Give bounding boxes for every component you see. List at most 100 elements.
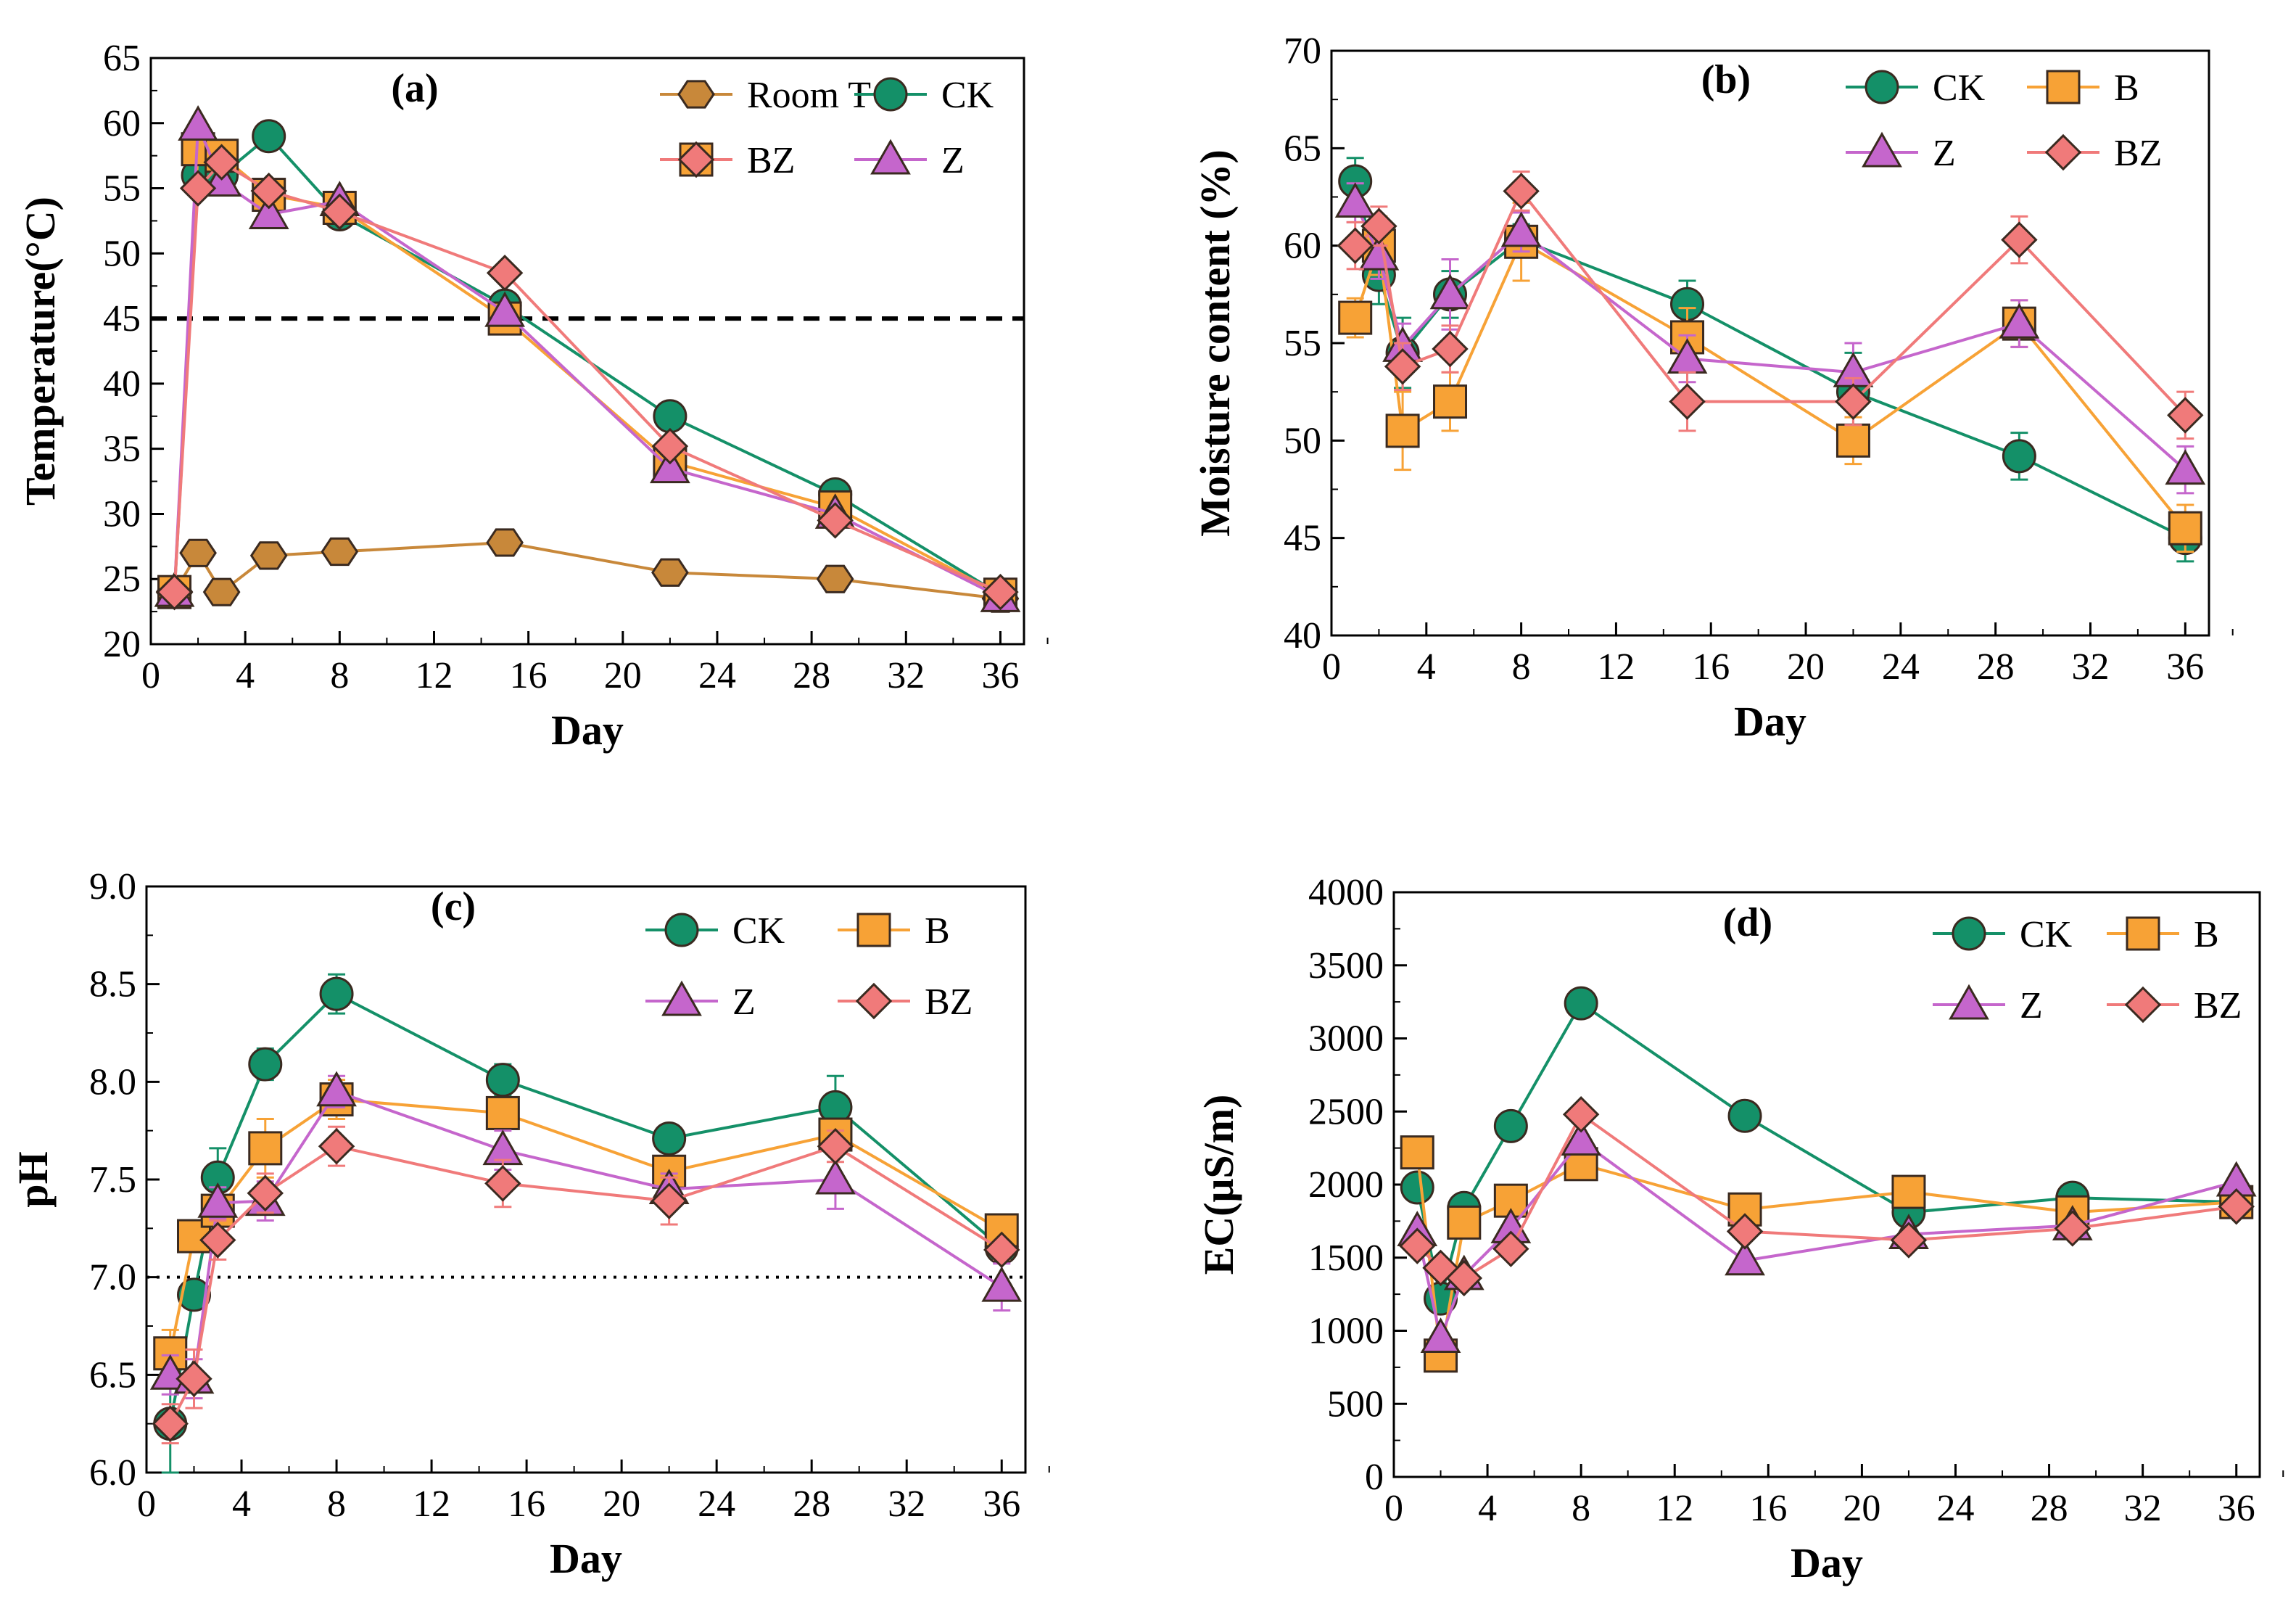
x-tick-label: 0	[1322, 646, 1341, 688]
x-axis-title: Day	[1734, 698, 1806, 745]
data-point	[318, 1127, 355, 1165]
legend-label: CK	[1933, 67, 1986, 109]
data-point	[249, 541, 288, 570]
x-tick-label: 8	[330, 655, 349, 696]
data-point	[485, 1063, 520, 1098]
data-point	[1503, 173, 1540, 210]
x-tick-label: 20	[1843, 1488, 1880, 1529]
data-point	[1500, 211, 1542, 247]
legend-marker	[870, 139, 911, 175]
data-point	[1669, 383, 1706, 420]
x-tick-label: 28	[2031, 1488, 2068, 1529]
data-point	[817, 1127, 854, 1165]
legend: CK BZ BZ	[1933, 914, 2242, 1026]
legend-marker	[677, 80, 715, 109]
panel-label: (a)	[391, 66, 438, 111]
legend-entry: Room T	[660, 75, 871, 116]
data-point	[1447, 1205, 1482, 1240]
y-tick-label: 40	[103, 363, 141, 405]
data-point	[248, 1047, 283, 1082]
legend-entry: B	[838, 910, 950, 952]
panel-c: 0 4 8 12 16 20 24 28 32 36 6.0 6.5 7.0 7.5 8.0 8.5 9.0 Da…	[9, 866, 1050, 1582]
y-tick-label: 65	[1284, 128, 1321, 169]
data-point	[197, 1182, 239, 1218]
legend-entry: Z	[1846, 131, 1956, 174]
data-point	[651, 1182, 687, 1219]
series-line	[168, 1098, 1003, 1354]
data-point	[178, 105, 218, 141]
legend-label: B	[925, 910, 950, 952]
x-axis-title: Day	[551, 707, 624, 754]
data-point	[485, 1095, 520, 1130]
y-tick-label: 35	[103, 429, 141, 470]
legend-label: CK	[732, 910, 785, 952]
panel-label: (b)	[1701, 57, 1751, 102]
x-tick-label: 8	[327, 1483, 346, 1525]
x-tick-label: 0	[137, 1483, 156, 1525]
legend-marker	[1949, 984, 1989, 1020]
x-axis-title: Day	[550, 1535, 622, 1582]
legend-entry: BZ	[660, 140, 795, 181]
x-tick-label: 20	[604, 655, 642, 696]
y-tick-label: 50	[103, 233, 141, 274]
data-point	[1338, 300, 1373, 335]
data-point	[248, 194, 289, 229]
x-tick-label: 24	[698, 655, 736, 696]
data-point	[484, 291, 525, 327]
y-tick-label: 45	[1284, 518, 1321, 559]
data-point	[319, 976, 354, 1011]
y-tick-label: 1000	[1308, 1311, 1384, 1352]
x-tick-label: 20	[1787, 646, 1825, 688]
data-point	[1429, 273, 1471, 310]
y-tick-label: 55	[103, 168, 141, 210]
data-point	[1358, 234, 1400, 271]
data-point	[179, 170, 217, 207]
x-tick-label: 0	[1384, 1488, 1403, 1529]
legend-marker	[2124, 986, 2162, 1024]
data-point	[1835, 423, 1870, 458]
data-point	[203, 144, 240, 181]
data-point	[250, 172, 287, 210]
series-z	[1334, 182, 2206, 495]
data-point	[1334, 182, 1376, 218]
legend-label: Z	[941, 140, 965, 181]
series-line	[170, 1090, 1003, 1381]
data-point	[1433, 384, 1468, 419]
series-bz	[1399, 1096, 2255, 1297]
legend-label: BZ	[925, 981, 973, 1023]
data-point	[981, 1266, 1023, 1302]
x-tick-label: 36	[981, 655, 1019, 696]
series-line	[173, 133, 1002, 596]
y-tick-label: 70	[1284, 30, 1321, 72]
x-tick-label: 24	[698, 1483, 735, 1525]
data-point	[175, 1360, 212, 1397]
data-point	[1492, 1230, 1529, 1267]
data-point	[248, 1131, 283, 1166]
data-point	[1360, 207, 1397, 245]
data-point	[1561, 1120, 1602, 1156]
data-point	[179, 538, 217, 567]
legend-marker	[677, 141, 715, 178]
data-point	[2001, 221, 2038, 258]
x-tick-label: 28	[1977, 646, 2015, 688]
x-tick-label: 36	[983, 1483, 1020, 1525]
y-axis-title: Moisture content (%)	[1192, 149, 1239, 537]
data-point	[650, 448, 690, 484]
x-tick-label: 28	[793, 655, 830, 696]
legend-marker	[2126, 916, 2160, 951]
y-tick-label: 2500	[1308, 1091, 1384, 1132]
x-tick-label: 8	[1572, 1488, 1590, 1529]
y-tick-label: 20	[103, 624, 141, 665]
data-point	[2002, 439, 2036, 474]
data-point	[484, 1165, 521, 1202]
legend-label: B	[2114, 67, 2139, 109]
x-tick-label: 16	[508, 1483, 545, 1525]
data-point	[2168, 511, 2202, 546]
legend-marker	[873, 77, 908, 112]
legend-label: BZ	[2194, 985, 2242, 1026]
data-point	[652, 1121, 687, 1156]
legend-label: Z	[732, 981, 756, 1023]
data-point	[1725, 1240, 1765, 1276]
x-axis-title: Day	[1791, 1539, 1863, 1586]
legend-marker	[661, 980, 702, 1016]
